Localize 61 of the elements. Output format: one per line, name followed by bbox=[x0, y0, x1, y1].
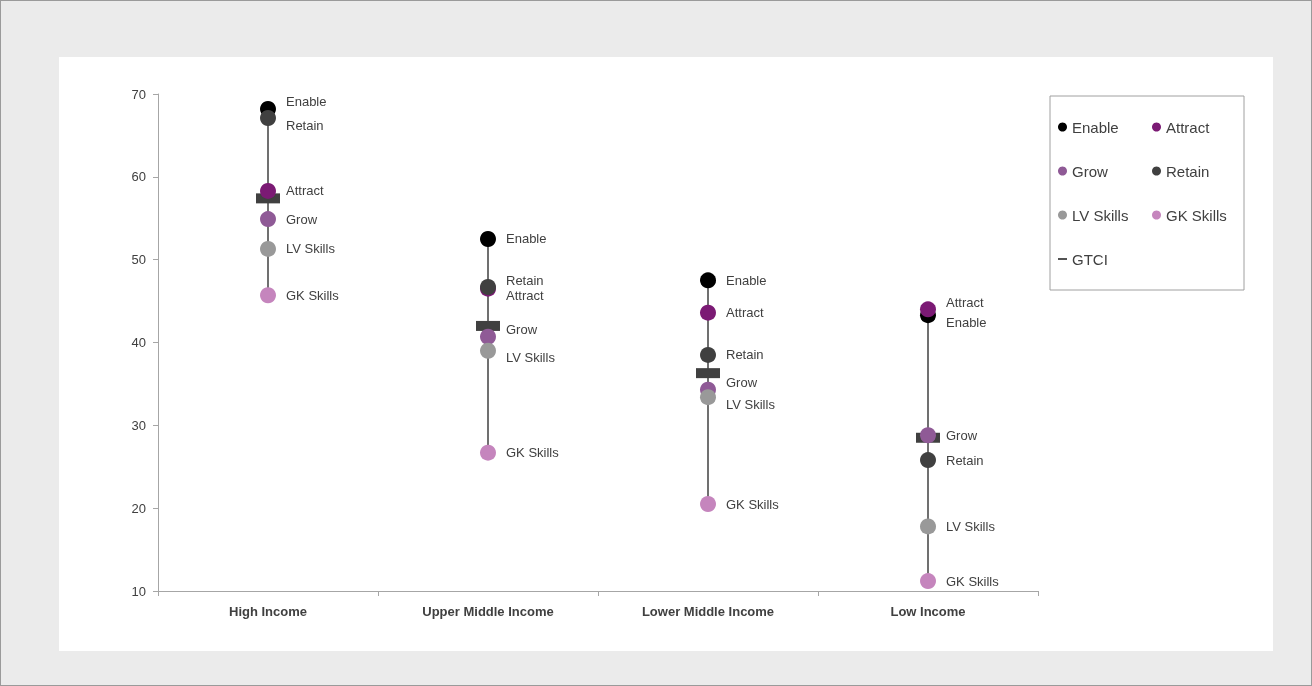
text: Grow bbox=[286, 211, 318, 227]
point bbox=[920, 518, 936, 535]
text: Attract bbox=[506, 288, 544, 304]
point bbox=[920, 452, 936, 469]
x-tick-label: Lower Middle Income bbox=[641, 604, 775, 619]
point bbox=[920, 427, 936, 444]
point bbox=[700, 304, 716, 321]
point bbox=[920, 301, 936, 318]
text: Enable bbox=[726, 272, 767, 288]
y-tick-label: 50 bbox=[131, 252, 146, 268]
text: Retain bbox=[726, 347, 764, 363]
legend-label: Retain bbox=[1166, 162, 1210, 180]
x-tick-label: Low Income bbox=[890, 604, 966, 619]
y-tick-label: 30 bbox=[131, 417, 146, 433]
text: GK Skills bbox=[506, 445, 559, 461]
text: LV Skills bbox=[286, 241, 335, 257]
point bbox=[700, 346, 716, 363]
point bbox=[480, 444, 496, 461]
point bbox=[260, 182, 276, 199]
legend-label: Grow bbox=[1072, 162, 1108, 180]
y-tick-label: 10 bbox=[131, 583, 146, 599]
text: LV Skills bbox=[726, 396, 775, 412]
text: Attract bbox=[726, 305, 764, 321]
legend-label: GTCI bbox=[1072, 250, 1108, 268]
text: Retain bbox=[286, 117, 324, 133]
legend-label: LV Skills bbox=[1072, 206, 1129, 224]
point bbox=[480, 342, 496, 359]
text: GK Skills bbox=[946, 573, 999, 589]
point bbox=[260, 240, 276, 257]
y-tick-label: 70 bbox=[131, 86, 146, 102]
legend-label: GK Skills bbox=[1166, 206, 1227, 224]
point bbox=[700, 389, 716, 406]
text: LV Skills bbox=[506, 350, 555, 366]
text: Enable bbox=[286, 94, 327, 110]
y-tick-label: 40 bbox=[131, 335, 146, 350]
point bbox=[480, 328, 496, 345]
text: Attract bbox=[946, 294, 984, 310]
point bbox=[700, 272, 716, 289]
text: Enable bbox=[946, 314, 987, 330]
text: GK Skills bbox=[286, 287, 339, 303]
point bbox=[480, 230, 496, 247]
legend-label: Attract bbox=[1166, 118, 1211, 136]
point bbox=[260, 110, 276, 127]
text: Grow bbox=[506, 322, 538, 338]
text: Enable bbox=[506, 231, 547, 247]
y-tick-label: 60 bbox=[131, 169, 146, 185]
text: Attract bbox=[286, 183, 324, 199]
x-tick-label: High Income bbox=[228, 604, 308, 619]
point bbox=[700, 496, 716, 513]
text: Grow bbox=[946, 427, 978, 443]
point bbox=[260, 211, 276, 228]
point bbox=[260, 287, 276, 304]
text: LV Skills bbox=[946, 518, 995, 534]
legend-label: Enable bbox=[1072, 118, 1119, 136]
text: Grow bbox=[726, 375, 758, 391]
x-tick-label: Upper Middle Income bbox=[422, 604, 554, 619]
text: Retain bbox=[506, 272, 544, 288]
text: Retain bbox=[946, 452, 984, 468]
text: GK Skills bbox=[726, 496, 779, 512]
point bbox=[920, 573, 936, 590]
y-tick-label: 20 bbox=[131, 500, 146, 516]
